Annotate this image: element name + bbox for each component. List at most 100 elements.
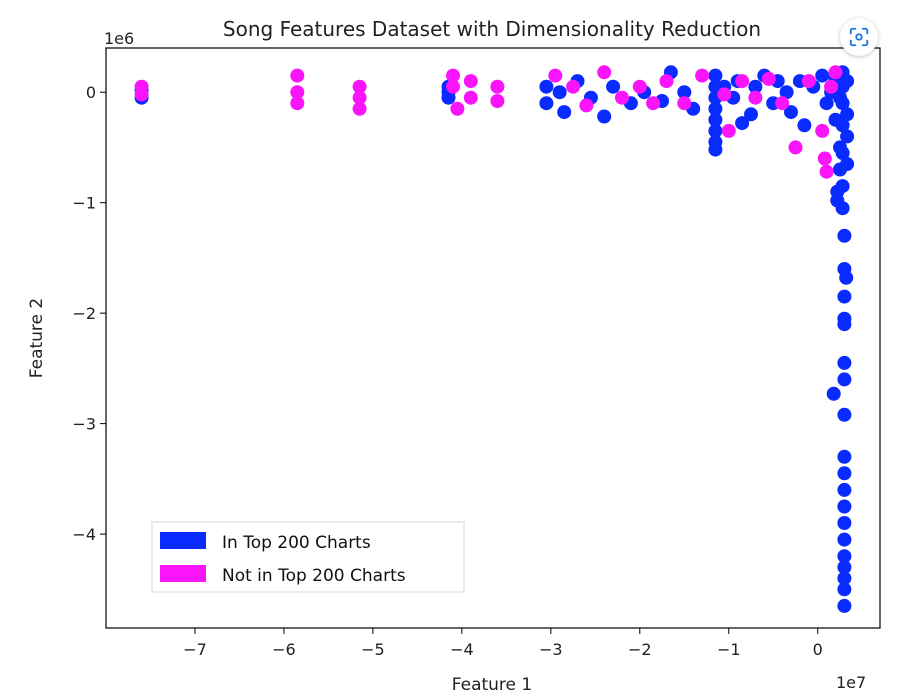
point-not-top-200-26: [721, 123, 736, 138]
point-top-200-54: [835, 118, 850, 133]
y-tick-label-0: 0: [86, 83, 96, 102]
point-top-200-65: [837, 372, 852, 387]
legend-swatch-not-top-200: [160, 565, 206, 582]
point-top-200-76: [837, 571, 852, 586]
point-top-200-36: [779, 85, 794, 100]
point-not-top-200-10: [450, 101, 465, 116]
point-not-top-200-15: [548, 68, 563, 83]
point-top-200-30: [735, 116, 750, 131]
point-not-top-200-11: [463, 74, 478, 89]
point-top-200-66: [826, 386, 841, 401]
point-top-200-64: [837, 355, 852, 370]
point-not-top-200-22: [659, 74, 674, 89]
point-top-200-6: [539, 96, 554, 111]
point-not-top-200-28: [748, 90, 763, 105]
point-top-200-7: [552, 85, 567, 100]
point-top-200-68: [837, 449, 852, 464]
point-top-200-60: [839, 270, 854, 285]
point-top-200-81: [840, 129, 855, 144]
point-top-200-55: [835, 146, 850, 160]
points-layer: [134, 65, 855, 613]
point-not-top-200-14: [490, 94, 505, 108]
point-not-top-200-32: [801, 74, 816, 89]
point-top-200-24: [708, 123, 723, 138]
point-top-200-23: [708, 112, 723, 127]
point-not-top-200-2: [290, 68, 305, 83]
legend-swatch-top-200: [160, 532, 206, 549]
point-top-200-31: [744, 107, 758, 122]
y-tick-label-1: −1: [72, 194, 96, 213]
x-tick-label-3: −4: [450, 640, 474, 659]
point-not-top-200-25: [717, 87, 732, 102]
legend-label-top-200: In Top 200 Charts: [222, 533, 371, 553]
point-top-200-32: [748, 79, 763, 94]
point-top-200-63: [837, 317, 852, 332]
y-offset-label: 1e6: [104, 29, 134, 48]
point-top-200-11: [597, 109, 612, 124]
x-tick-label-2: −5: [361, 640, 385, 659]
point-top-200-69: [837, 466, 852, 481]
point-not-top-200-9: [446, 79, 460, 94]
point-not-top-200-34: [817, 151, 832, 166]
point-not-top-200-3: [290, 85, 305, 100]
point-top-200-41: [815, 68, 830, 83]
point-top-200-72: [837, 516, 852, 530]
point-top-200-57: [835, 201, 850, 216]
scan-icon: [849, 27, 869, 47]
point-top-200-70: [837, 482, 852, 497]
point-not-top-200-1: [134, 87, 149, 102]
x-tick-label-5: −2: [628, 640, 652, 659]
point-top-200-56: [835, 179, 850, 194]
point-not-top-200-6: [352, 90, 367, 105]
point-top-200-5: [539, 79, 554, 94]
point-not-top-200-7: [352, 101, 367, 116]
x-axis-label: Feature 1: [452, 675, 532, 695]
point-top-200-67: [837, 407, 852, 422]
point-not-top-200-21: [646, 96, 661, 111]
point-top-200-74: [837, 549, 852, 564]
point-top-200-26: [708, 142, 723, 157]
point-top-200-19: [708, 68, 723, 83]
point-top-200-75: [837, 560, 852, 575]
point-not-top-200-37: [828, 65, 843, 80]
point-not-top-200-27: [735, 74, 750, 89]
ticks-layer: −7 −6 −5 −4 −3 −2 −1 0 0 −1 −2 −3 −4: [72, 83, 822, 659]
point-top-200-77: [837, 582, 852, 597]
legend-label-not-top-200: Not in Top 200 Charts: [222, 566, 406, 586]
point-top-200-71: [837, 499, 852, 514]
point-top-200-8: [557, 105, 572, 120]
point-top-200-12: [606, 79, 621, 94]
point-top-200-82: [840, 157, 855, 171]
point-top-200-39: [797, 118, 812, 133]
point-not-top-200-17: [579, 98, 594, 113]
x-tick-label-7: 0: [813, 640, 823, 659]
point-not-top-200-5: [352, 79, 367, 94]
point-not-top-200-23: [677, 96, 692, 111]
point-top-200-17: [677, 85, 692, 100]
y-tick-label-3: −3: [72, 415, 96, 434]
point-not-top-200-30: [775, 96, 790, 111]
point-top-200-22: [708, 101, 723, 116]
x-offset-label: 1e7: [836, 673, 866, 692]
point-not-top-200-12: [463, 90, 478, 105]
point-top-200-42: [819, 96, 834, 111]
point-not-top-200-20: [632, 79, 647, 94]
point-not-top-200-24: [695, 68, 710, 83]
point-top-200-58: [837, 228, 852, 243]
plot-frame: [105, 47, 881, 629]
point-not-top-200-35: [819, 164, 834, 179]
y-tick-label-4: −4: [72, 525, 96, 544]
point-top-200-80: [840, 107, 855, 122]
scan-button[interactable]: [840, 18, 878, 56]
chart-title: Song Features Dataset with Dimensionalit…: [223, 17, 761, 41]
point-top-200-61: [837, 289, 852, 304]
point-not-top-200-8: [446, 68, 460, 83]
x-tick-label-6: −1: [717, 640, 741, 659]
point-not-top-200-16: [566, 79, 581, 94]
point-not-top-200-13: [490, 79, 505, 94]
y-axis-label: Feature 2: [27, 298, 47, 378]
point-top-200-37: [784, 105, 798, 120]
point-not-top-200-31: [788, 140, 803, 155]
x-tick-label-1: −6: [272, 640, 296, 659]
